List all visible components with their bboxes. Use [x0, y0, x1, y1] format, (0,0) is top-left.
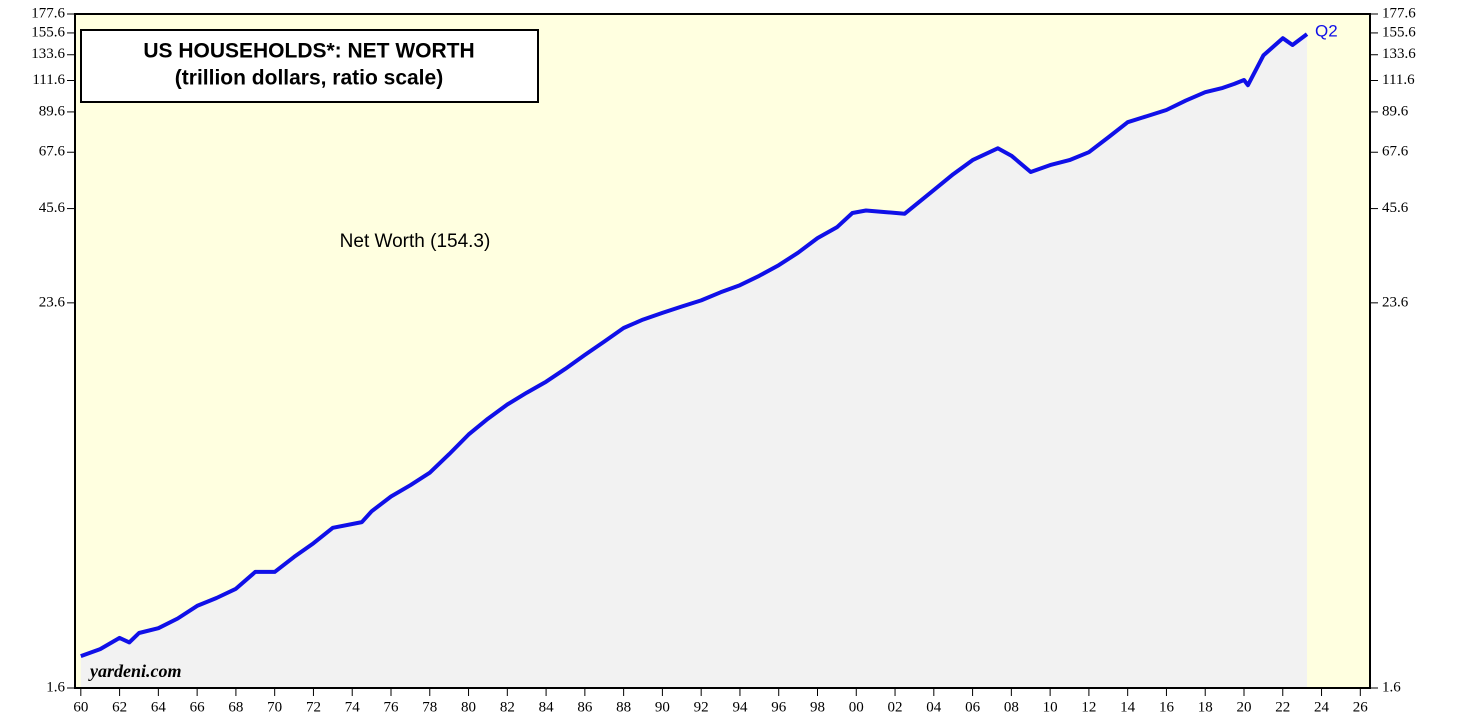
area: [80, 34, 1307, 689]
y-tick-label: 45.6: [39, 200, 66, 216]
y-tick-label: 1.6: [46, 679, 65, 695]
annotation: Net Worth (154.3): [340, 231, 491, 252]
x-tick-label: 06: [965, 699, 981, 715]
x-tick-label: 04: [926, 699, 942, 715]
x-tick-label: 08: [1004, 699, 1019, 715]
x-tick-label: 26: [1353, 699, 1369, 715]
x-tick-label: 92: [694, 699, 709, 715]
chart-subtitle: (trillion dollars, ratio scale): [175, 67, 443, 90]
y2-tick-label: 155.6: [1382, 24, 1416, 40]
x-tick-label: 78: [422, 699, 437, 715]
x-tick-label: 10: [1043, 699, 1058, 715]
y2-tick-label: 89.6: [1382, 103, 1409, 119]
x-tick-label: 00: [849, 699, 864, 715]
y2-tick-label: 133.6: [1382, 46, 1416, 62]
y-tick-label: 89.6: [39, 103, 66, 119]
x-tick-label: 98: [810, 699, 825, 715]
x-tick-label: 22: [1275, 699, 1290, 715]
x-tick-label: 64: [151, 699, 167, 715]
y-tick-label: 177.6: [31, 5, 65, 21]
source: yardeni.com: [88, 661, 182, 681]
y2-tick-label: 67.6: [1382, 144, 1409, 160]
x-tick-label: 14: [1120, 699, 1136, 715]
x-tick-label: 70: [267, 699, 282, 715]
x-tick-label: 82: [500, 699, 515, 715]
y-tick-label: 23.6: [39, 294, 66, 310]
y2-tick-label: 23.6: [1382, 294, 1409, 310]
y-tick-label: 155.6: [31, 24, 65, 40]
y2-tick-label: 177.6: [1382, 5, 1416, 21]
x-tick-label: 02: [888, 699, 903, 715]
x-tick-label: 18: [1198, 699, 1213, 715]
x-tick-label: 74: [345, 699, 361, 715]
y-tick-label: 111.6: [32, 72, 65, 88]
x-tick-label: 94: [732, 699, 748, 715]
x-tick-label: 86: [577, 699, 593, 715]
x-tick-label: 96: [771, 699, 787, 715]
line: [80, 32, 1309, 658]
x-tick-label: 72: [306, 699, 321, 715]
x-tick-label: 88: [616, 699, 631, 715]
y2-tick-label: 111.6: [1382, 72, 1415, 88]
x-tick-label: 24: [1314, 699, 1330, 715]
y2-tick-label: 45.6: [1382, 200, 1409, 216]
x-tick-label: 20: [1236, 699, 1251, 715]
x-tick-label: 62: [112, 699, 127, 715]
plot-frame: [74, 13, 1371, 689]
x-tick-label: 60: [73, 699, 88, 715]
x-tick-label: 76: [383, 699, 399, 715]
title-box: [80, 29, 539, 103]
x-tick-label: 16: [1159, 699, 1175, 715]
x-tick-label: 66: [190, 699, 206, 715]
end-label: Q2: [1315, 22, 1338, 41]
y-tick-label: 133.6: [31, 46, 65, 62]
y2-tick-label: 1.6: [1382, 679, 1401, 695]
y-tick-label: 67.6: [39, 144, 66, 160]
x-tick-label: 12: [1081, 699, 1096, 715]
x-tick-label: 84: [539, 699, 555, 715]
x-tick-label: 68: [228, 699, 243, 715]
x-tick-label: 80: [461, 699, 476, 715]
chart-title: US HOUSEHOLDS*: NET WORTH: [143, 40, 474, 63]
x-tick-label: 90: [655, 699, 670, 715]
